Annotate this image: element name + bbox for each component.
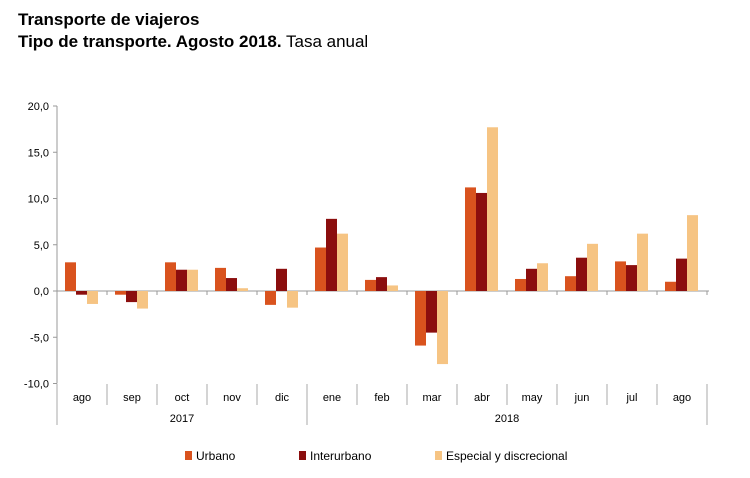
y-tick-label: 5,0 bbox=[34, 240, 49, 252]
bar-especial-y-discrecional bbox=[587, 243, 598, 291]
bar-especial-y-discrecional bbox=[137, 291, 148, 309]
bar-urbano bbox=[515, 278, 526, 291]
bar-interurbano bbox=[76, 291, 87, 295]
category-label: oct bbox=[175, 392, 190, 404]
category-label: jun bbox=[574, 392, 590, 404]
bar-interurbano bbox=[176, 269, 187, 291]
y-tick-label: 10,0 bbox=[28, 194, 49, 206]
category-label: may bbox=[522, 392, 543, 404]
chart-title: Transporte de viajeros bbox=[18, 10, 200, 29]
bar-especial-y-discrecional bbox=[687, 215, 698, 291]
category-label: ago bbox=[73, 392, 91, 404]
category-label: dic bbox=[275, 392, 290, 404]
bar-urbano bbox=[665, 281, 676, 291]
bar-urbano bbox=[65, 262, 76, 291]
category-label: ene bbox=[323, 392, 341, 404]
bar-especial-y-discrecional bbox=[287, 291, 298, 308]
bar-interurbano bbox=[326, 218, 337, 291]
legend-label: Urbano bbox=[196, 449, 236, 463]
bar-interurbano bbox=[526, 268, 537, 291]
bar-especial-y-discrecional bbox=[637, 233, 648, 291]
legend-swatch bbox=[299, 451, 306, 460]
category-label: feb bbox=[374, 392, 389, 404]
chart-subtitle: Tipo de transporte. Agosto 2018. Tasa an… bbox=[18, 31, 368, 53]
legend-swatch bbox=[185, 451, 192, 460]
bar-interurbano bbox=[226, 278, 237, 291]
bar-urbano bbox=[565, 276, 576, 291]
legend-swatch bbox=[435, 451, 442, 460]
y-tick-label: -5,0 bbox=[30, 332, 49, 344]
bar-interurbano bbox=[626, 265, 637, 291]
bar-interurbano bbox=[376, 277, 387, 291]
bar-interurbano bbox=[426, 291, 437, 333]
bar-urbano bbox=[365, 279, 376, 291]
category-label: nov bbox=[223, 392, 241, 404]
bar-urbano bbox=[465, 187, 476, 291]
subtitle-bold: Tipo de transporte. Agosto 2018. bbox=[18, 32, 282, 51]
bar-urbano bbox=[115, 291, 126, 295]
category-label: sep bbox=[123, 392, 141, 404]
bar-especial-y-discrecional bbox=[87, 291, 98, 304]
y-tick-label: 15,0 bbox=[28, 147, 49, 159]
subtitle-normal: Tasa anual bbox=[285, 32, 369, 51]
category-label: ago bbox=[673, 392, 691, 404]
bar-especial-y-discrecional bbox=[237, 288, 248, 291]
bar-especial-y-discrecional bbox=[387, 285, 398, 291]
y-tick-label: 20,0 bbox=[28, 101, 49, 113]
bar-urbano bbox=[215, 267, 226, 291]
y-tick-label: -10,0 bbox=[24, 379, 49, 391]
y-tick-label: 0,0 bbox=[34, 286, 49, 298]
bar-urbano bbox=[165, 262, 176, 291]
bar-urbano bbox=[615, 261, 626, 291]
category-label: jul bbox=[625, 392, 637, 404]
bar-interurbano bbox=[676, 258, 687, 291]
year-label: 2017 bbox=[170, 413, 194, 425]
bar-especial-y-discrecional bbox=[337, 233, 348, 291]
bar-urbano bbox=[265, 291, 276, 305]
year-label: 2018 bbox=[495, 413, 519, 425]
bar-urbano bbox=[315, 247, 326, 291]
category-label: abr bbox=[474, 392, 490, 404]
bar-interurbano bbox=[476, 192, 487, 291]
bar-interurbano bbox=[276, 268, 287, 291]
bar-interurbano bbox=[576, 257, 587, 291]
bar-especial-y-discrecional bbox=[487, 127, 498, 292]
legend-label: Interurbano bbox=[310, 449, 372, 463]
bar-interurbano bbox=[126, 291, 137, 303]
bar-especial-y-discrecional bbox=[537, 263, 548, 291]
category-label: mar bbox=[423, 392, 442, 404]
bar-urbano bbox=[415, 291, 426, 346]
legend-label: Especial y discrecional bbox=[446, 449, 567, 463]
bar-especial-y-discrecional bbox=[187, 269, 198, 291]
bar-especial-y-discrecional bbox=[437, 291, 448, 365]
